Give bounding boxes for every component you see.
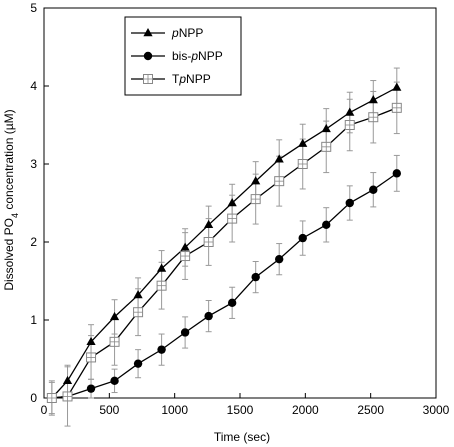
data-point-triangle bbox=[86, 336, 96, 346]
x-axis-label: Time (sec) bbox=[214, 430, 270, 444]
data-point-circle bbox=[204, 311, 213, 321]
legend-label: pNPP bbox=[171, 26, 203, 40]
x-tick-label: 0 bbox=[41, 403, 48, 417]
series-line-circle bbox=[51, 172, 398, 399]
data-point-square bbox=[321, 141, 332, 152]
data-point-square bbox=[109, 336, 120, 347]
data-point-square bbox=[203, 237, 214, 247]
data-point-square bbox=[368, 112, 379, 123]
y-tick-label: 1 bbox=[30, 313, 37, 327]
y-axis-label: Dissolved PO4 concentration (µM) bbox=[2, 109, 20, 290]
data-point-triangle bbox=[62, 375, 73, 385]
data-point-triangle bbox=[109, 311, 120, 321]
data-point-triangle bbox=[274, 154, 284, 163]
x-tick-label: 1500 bbox=[227, 403, 254, 417]
series-markers bbox=[46, 82, 402, 403]
data-point-square bbox=[297, 159, 308, 169]
y-tick-label: 2 bbox=[30, 235, 37, 249]
series-line-square bbox=[51, 107, 398, 399]
data-point-circle bbox=[369, 185, 378, 194]
y-axis-label-subscript: 4 bbox=[10, 213, 20, 218]
x-axis: 0 500 1000 1500 2000 2500 3000 bbox=[41, 393, 450, 417]
data-point-circle bbox=[157, 345, 166, 354]
data-point-square bbox=[180, 251, 191, 262]
y-tick-label: 5 bbox=[30, 1, 37, 15]
data-point-triangle bbox=[204, 219, 214, 229]
data-point-circle bbox=[251, 272, 260, 282]
data-point-square bbox=[344, 120, 355, 130]
y-tick-label: 4 bbox=[30, 79, 37, 93]
data-point-triangle bbox=[298, 138, 308, 147]
data-point-square bbox=[250, 194, 261, 205]
data-point-square bbox=[62, 391, 73, 402]
data-point-triangle bbox=[345, 107, 355, 116]
data-point-triangle bbox=[368, 95, 378, 104]
data-point-circle bbox=[298, 233, 307, 243]
legend-marker-square bbox=[143, 74, 153, 84]
data-point-square bbox=[46, 393, 57, 403]
data-point-circle bbox=[86, 384, 96, 393]
data-point-circle bbox=[133, 359, 143, 368]
data-point-square bbox=[133, 307, 144, 318]
legend: pNPP bis-pNPP TpNPP bbox=[124, 16, 242, 96]
series-line-triangle bbox=[51, 86, 398, 399]
y-axis-label-part: concentration (µM) bbox=[2, 109, 16, 213]
legend-label: TpNPP bbox=[172, 72, 211, 86]
data-point-triangle bbox=[227, 198, 237, 207]
series-lines bbox=[51, 86, 398, 399]
data-point-square bbox=[391, 102, 402, 113]
legend-marker-circle bbox=[143, 51, 153, 61]
y-tick-label: 0 bbox=[30, 391, 37, 405]
data-point-circle bbox=[227, 298, 237, 308]
y-axis-label-part: Dissolved PO bbox=[2, 218, 16, 291]
data-point-circle bbox=[392, 169, 401, 178]
x-tick-label: 2000 bbox=[292, 403, 319, 417]
data-point-circle bbox=[275, 254, 284, 264]
data-point-square bbox=[227, 213, 238, 224]
x-tick-label: 500 bbox=[99, 403, 119, 417]
data-point-triangle bbox=[133, 290, 143, 299]
data-point-square bbox=[156, 280, 167, 291]
x-tick-label: 1000 bbox=[161, 403, 188, 417]
data-point-triangle bbox=[321, 123, 331, 133]
data-point-square bbox=[86, 352, 97, 363]
data-point-square bbox=[274, 176, 285, 187]
data-point-triangle bbox=[180, 242, 190, 251]
data-point-triangle bbox=[392, 82, 402, 91]
y-axis: 0 1 2 3 4 5 bbox=[30, 1, 49, 405]
data-point-triangle bbox=[251, 176, 261, 185]
data-point-circle bbox=[322, 220, 331, 230]
x-tick-label: 3000 bbox=[423, 403, 450, 417]
x-tick-label: 2500 bbox=[357, 403, 384, 417]
data-point-circle bbox=[110, 376, 119, 386]
data-point-triangle bbox=[157, 263, 167, 272]
legend-label: bis-pNPP bbox=[172, 49, 223, 63]
data-point-circle bbox=[180, 328, 190, 337]
y-tick-label: 3 bbox=[30, 157, 37, 171]
legend-marker-triangle bbox=[143, 28, 153, 37]
data-point-circle bbox=[345, 198, 354, 208]
